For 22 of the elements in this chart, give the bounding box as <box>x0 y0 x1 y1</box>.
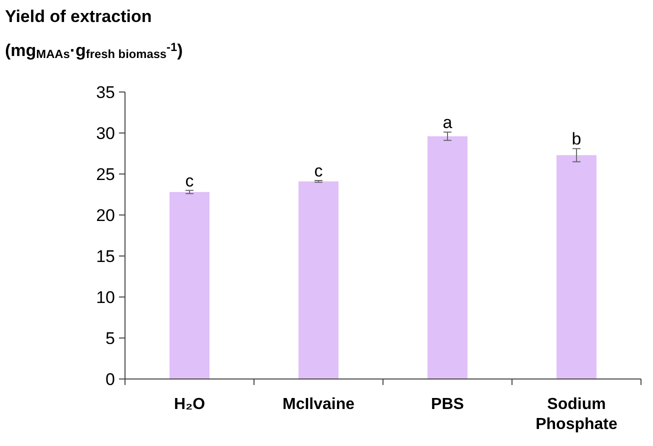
x-tick-label: H₂O <box>174 396 206 413</box>
chart-title: Yield of extraction <box>5 7 152 26</box>
y-tick-label: 20 <box>96 206 115 225</box>
y-tick-label: 10 <box>96 288 115 307</box>
y-tick-label: 0 <box>106 370 115 389</box>
x-tick-label: PBS <box>431 396 464 413</box>
annotation: c <box>314 162 324 181</box>
y-tick-label: 25 <box>96 164 115 184</box>
annotation: c <box>185 171 194 190</box>
bar <box>170 192 210 379</box>
y-tick-label: 35 <box>96 82 115 102</box>
y-tick-label: 30 <box>96 124 115 143</box>
annotation: b <box>572 130 582 149</box>
y-tick-label: 15 <box>96 246 115 266</box>
y-tick-label: 5 <box>106 328 115 348</box>
annotation: a <box>442 113 453 132</box>
bar <box>428 136 468 379</box>
bar <box>298 181 338 379</box>
x-tick-label: McIlvaine <box>282 396 355 413</box>
bar <box>556 155 596 379</box>
y-axis-title: (mg$_{MAAs}$·g$_{fresh biomass}$$^{-1}$) <box>5 40 183 62</box>
x-tick-label: Sodium Phosphate <box>536 396 618 433</box>
